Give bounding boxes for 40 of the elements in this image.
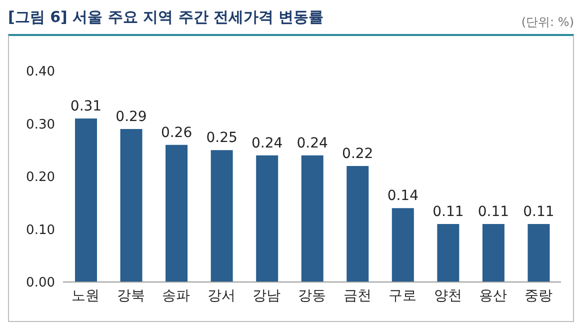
y-tick-label: 0.00 [26,276,55,291]
bar [256,155,278,282]
x-tick-label: 강서 [207,288,236,304]
data-label: 0.11 [523,204,554,220]
text: (단위: %) [521,14,574,31]
bar [528,224,550,282]
data-label: 0.25 [206,130,238,146]
bar [166,144,188,282]
bar [437,224,460,282]
bar [392,208,414,282]
data-label: 0.14 [387,188,419,204]
data-label: 0.24 [296,135,328,152]
x-tick-label: 강남 [252,288,281,304]
x-tick-label: 중랑 [524,288,552,304]
data-label: 0.11 [432,204,464,220]
x-tick-label: 금천 [343,288,372,304]
x-tick-label: 용산 [479,288,508,304]
x-tick-label: 구로 [388,288,417,304]
data-label: 0.26 [160,124,192,141]
data-label: 0.31 [70,98,102,114]
data-label: 0.11 [478,204,510,220]
x-tick-label: 양천 [434,288,462,304]
y-tick-label: 0.10 [26,222,55,238]
bar [210,150,233,282]
y-tick-label: 0.30 [26,117,55,132]
x-tick-label: 강동 [298,288,326,304]
y-tick-label: 0.20 [26,170,55,186]
data-label: 0.29 [116,109,147,126]
x-tick-label: 강북 [116,288,145,304]
bar [75,118,97,282]
bar [346,166,369,282]
x-tick-label: 노원 [72,288,100,304]
bar [482,224,504,282]
chart-title: [그림 6] 서울 주요 지역 주간 전세가격 변동률 [8,8,324,27]
bar [301,155,324,282]
data-label: 0.24 [252,135,283,152]
y-tick-label: 0.40 [26,64,55,80]
x-tick-label: 송파 [162,288,190,304]
data-label: 0.22 [342,146,374,162]
bar [120,129,142,282]
